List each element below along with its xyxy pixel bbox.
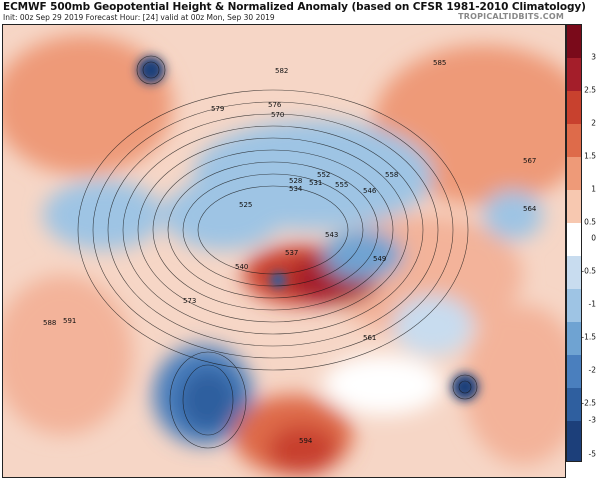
contour-label-558: 558 (385, 171, 398, 179)
contour-label-579: 579 (211, 105, 224, 113)
colorbar-segment (567, 91, 581, 124)
map-title: ECMWF 500mb Geopotential Height & Normal… (3, 1, 586, 13)
colorbar-segment (567, 289, 581, 322)
contour-label-588: 588 (43, 319, 56, 327)
colorbar-label: 1 (591, 184, 596, 194)
colorbar-label: 1.5 (584, 151, 596, 161)
colorbar-label: -1.5 (581, 332, 596, 342)
contour-label-525: 525 (239, 201, 252, 209)
colorbar-label: -3 (588, 415, 596, 425)
colorbar-label: -5 (588, 449, 596, 459)
contour-label-570: 570 (271, 111, 284, 119)
map-subtitle: Init: 00z Sep 29 2019 Forecast Hour: [24… (3, 13, 275, 22)
colorbar-segment (567, 25, 581, 58)
header: ECMWF 500mb Geopotential Height & Normal… (0, 0, 600, 24)
site-credit[interactable]: TROPICALTIDBITS.COM (458, 12, 564, 21)
colorbar-segment (567, 223, 581, 256)
colorbar (566, 24, 582, 462)
colorbar-label: 3 (591, 52, 596, 62)
contour-label-582: 582 (275, 67, 288, 75)
anomaly-map: 588 585 582 579 576 573 570 567 564 561 … (2, 24, 566, 478)
contour-label-534: 534 (289, 185, 303, 193)
colorbar-labels: 3 2.5 2 1.5 1 0.5 0 -0.5 -1 -1.5 -2 -2.5… (581, 24, 600, 460)
contour-label-531: 531 (309, 179, 322, 187)
colorbar-segment (567, 190, 581, 223)
contour-label-585: 585 (433, 59, 446, 67)
contour-label-540: 540 (235, 263, 248, 271)
contour-label-567: 567 (523, 157, 536, 165)
contour-label-528: 528 (289, 177, 302, 185)
colorbar-label: -2.5 (581, 398, 596, 408)
colorbar-svg (567, 25, 581, 461)
colorbar-label: 2 (591, 118, 596, 128)
contour-label-537: 537 (285, 249, 298, 257)
colorbar-label: 0.5 (584, 217, 596, 227)
colorbar-label: 0 (591, 233, 596, 243)
contour-label-555: 555 (335, 181, 348, 189)
contour-label-564: 564 (523, 205, 537, 213)
colorbar-segment (567, 58, 581, 91)
colorbar-segment (567, 256, 581, 289)
anomaly-map-canvas: 588 585 582 579 576 573 570 567 564 561 … (3, 25, 565, 477)
colorbar-label: -2 (588, 365, 596, 375)
contour-label-594: 594 (299, 437, 313, 445)
contour-label-591: 591 (63, 317, 76, 325)
contour-label-573: 573 (183, 297, 196, 305)
colorbar-segment (567, 421, 581, 461)
colorbar-segment (567, 322, 581, 355)
colorbar-segment (567, 355, 581, 388)
colorbar-label: 2.5 (584, 85, 596, 95)
contour-label-561: 561 (363, 334, 376, 342)
contour-label-552: 552 (317, 171, 330, 179)
colorbar-segment (567, 388, 581, 421)
colorbar-segment (567, 157, 581, 190)
contour-label-543: 543 (325, 231, 338, 239)
contour-label-549: 549 (373, 255, 386, 263)
contour-label-546: 546 (363, 187, 377, 195)
colorbar-label: -1 (588, 299, 596, 309)
contour-label-576: 576 (268, 101, 282, 109)
colorbar-label: -0.5 (581, 266, 596, 276)
colorbar-segment (567, 124, 581, 157)
